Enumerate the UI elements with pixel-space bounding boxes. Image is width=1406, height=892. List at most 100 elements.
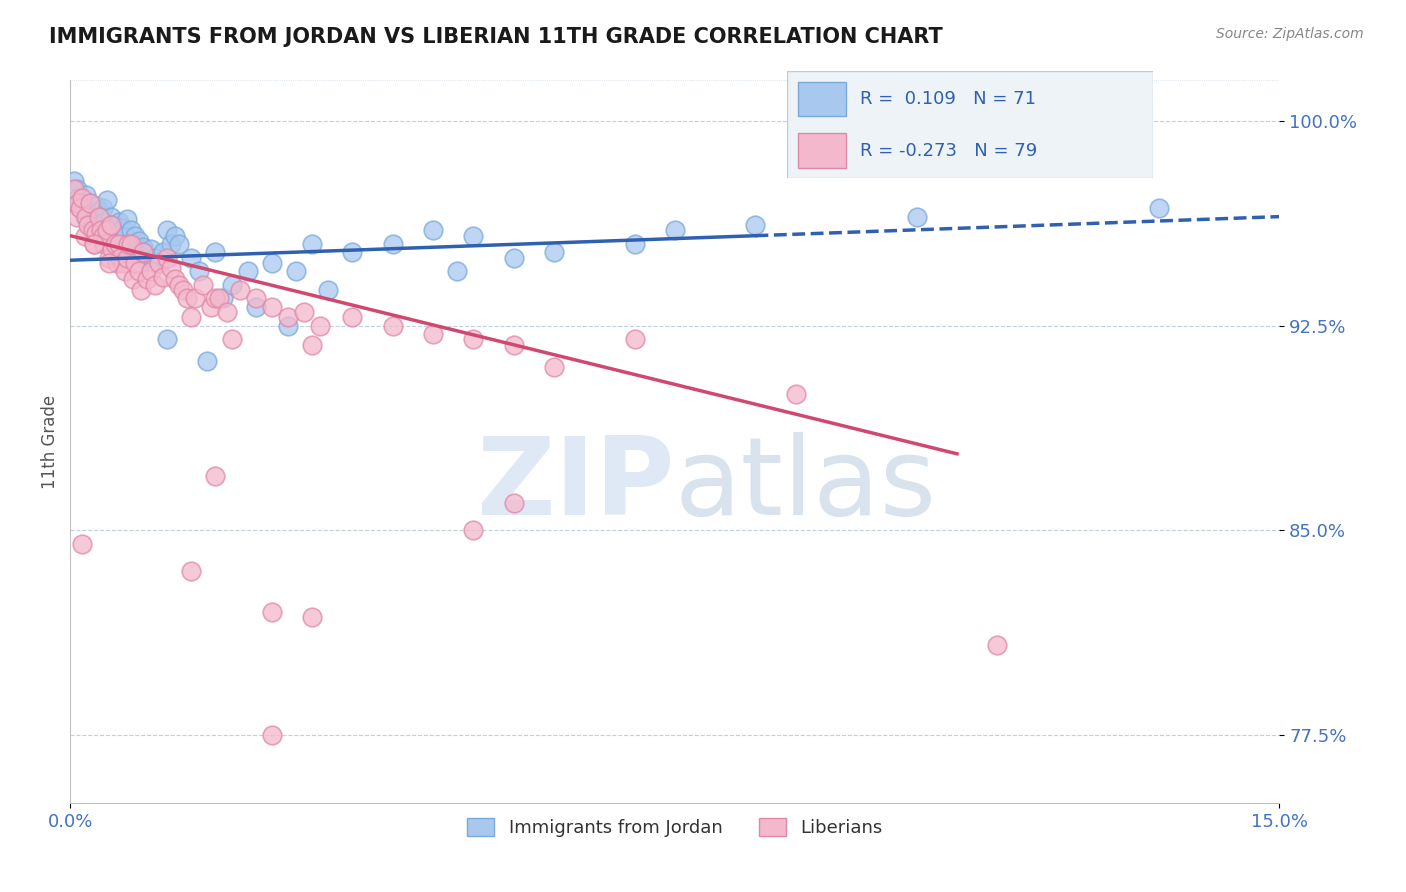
Point [167, 236, 190, 251]
Point [107, 236, 129, 251]
Point [83, 236, 105, 251]
Point [83, 210, 105, 224]
Point [122, 243, 145, 257]
Point [129, 283, 152, 297]
Point [188, 264, 211, 278]
Point [292, 305, 315, 319]
Point [115, 251, 138, 265]
Point [301, 337, 323, 351]
Point [277, 318, 299, 333]
Point [111, 256, 134, 270]
Point [221, 277, 243, 292]
Point [143, 251, 166, 265]
Point [98, 251, 121, 265]
Point [172, 283, 194, 297]
Text: IMMIGRANTS FROM JORDAN VS LIBERIAN 11TH GRADE CORRELATION CHART: IMMIGRANTS FROM JORDAN VS LIBERIAN 11TH … [49, 27, 943, 46]
Point [165, 228, 187, 243]
Point [342, 245, 364, 260]
Point [148, 256, 170, 270]
FancyBboxPatch shape [799, 82, 846, 116]
Point [100, 218, 122, 232]
Point [463, 228, 485, 243]
Point [96, 193, 118, 207]
Point [180, 564, 202, 578]
Point [193, 277, 215, 292]
Point [73, 228, 96, 243]
Point [381, 236, 404, 251]
Point [132, 245, 155, 260]
Point [463, 523, 485, 537]
Point [69, 202, 91, 216]
Point [77, 218, 100, 232]
Point [204, 468, 226, 483]
Point [143, 277, 166, 292]
Text: R =  0.109   N = 71: R = 0.109 N = 71 [860, 90, 1036, 108]
Point [156, 223, 179, 237]
Point [84, 226, 107, 240]
Point [120, 236, 142, 251]
Point [204, 292, 226, 306]
Point [82, 218, 104, 232]
Point [63, 174, 86, 188]
Point [228, 283, 250, 297]
Point [200, 300, 222, 314]
Point [66, 210, 89, 224]
Point [905, 210, 928, 224]
Point [110, 251, 132, 265]
Point [160, 236, 183, 251]
Point [623, 332, 645, 346]
Point [84, 199, 107, 213]
Point [79, 196, 101, 211]
Point [87, 204, 110, 219]
Point [101, 218, 124, 232]
Point [156, 332, 179, 346]
Point [502, 337, 524, 351]
Point [124, 256, 146, 270]
FancyBboxPatch shape [787, 71, 1153, 178]
Point [301, 236, 323, 251]
Point [309, 318, 332, 333]
Point [184, 292, 207, 306]
Point [122, 272, 145, 286]
Point [79, 196, 101, 211]
Point [543, 359, 565, 374]
Point [100, 210, 122, 224]
Point [67, 196, 90, 211]
Point [82, 223, 104, 237]
Point [83, 236, 105, 251]
Point [87, 210, 110, 224]
Point [245, 292, 267, 306]
Point [124, 228, 146, 243]
Point [72, 537, 94, 551]
Point [176, 292, 198, 306]
Point [105, 226, 128, 240]
Point [342, 310, 364, 325]
Point [217, 305, 239, 319]
Point [114, 228, 136, 243]
Point [134, 245, 156, 260]
Point [212, 292, 235, 306]
Point [129, 251, 152, 265]
Text: ZIP: ZIP [477, 432, 675, 538]
Point [221, 332, 243, 346]
Point [93, 236, 115, 251]
Point [260, 728, 283, 742]
Point [236, 264, 259, 278]
Point [744, 218, 766, 232]
Point [117, 236, 139, 251]
Point [1147, 202, 1170, 216]
Point [156, 251, 179, 265]
Point [664, 223, 686, 237]
Point [75, 210, 97, 224]
Point [165, 272, 187, 286]
Point [160, 261, 183, 276]
Point [381, 318, 404, 333]
Point [139, 243, 162, 257]
Point [422, 326, 444, 341]
Point [110, 231, 132, 245]
Point [67, 190, 90, 204]
Point [301, 610, 323, 624]
Point [90, 223, 112, 237]
Point [77, 207, 100, 221]
Point [446, 264, 468, 278]
